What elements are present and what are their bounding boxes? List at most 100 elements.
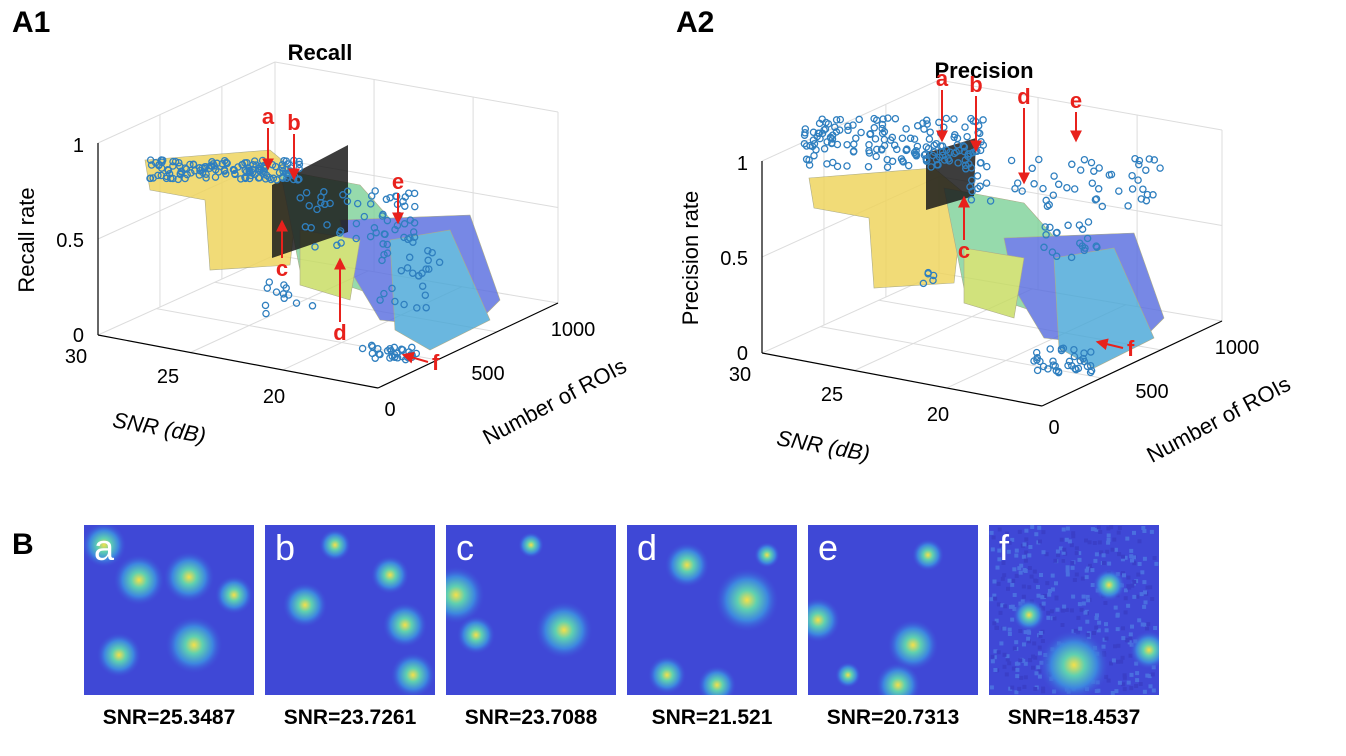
cell-blob bbox=[96, 632, 142, 678]
annotation-label: a bbox=[262, 104, 275, 129]
noise-pixel bbox=[993, 596, 998, 601]
data-point bbox=[968, 187, 976, 196]
data-point bbox=[1063, 183, 1071, 192]
data-point bbox=[307, 224, 315, 232]
noise-pixel bbox=[1145, 585, 1150, 590]
data-point bbox=[880, 128, 889, 136]
noise-pixel bbox=[1086, 598, 1091, 603]
data-point bbox=[246, 168, 254, 177]
noise-pixel bbox=[1113, 644, 1117, 649]
noise-pixel bbox=[994, 618, 999, 623]
noise-pixel bbox=[1092, 541, 1097, 545]
noise-pixel bbox=[1046, 610, 1051, 615]
noise-pixel bbox=[1136, 572, 1141, 577]
y-tick-label: 0 bbox=[384, 399, 395, 421]
x-axis-label: SNR (dB) bbox=[775, 425, 872, 466]
noise-pixel bbox=[1130, 583, 1135, 588]
x-axis-line bbox=[761, 352, 1043, 407]
example-a-image bbox=[84, 525, 254, 695]
noise-pixel bbox=[1138, 682, 1143, 686]
data-point bbox=[950, 149, 959, 158]
x-axis-label: SNR (dB) bbox=[111, 407, 208, 448]
data-point bbox=[831, 123, 839, 131]
noise-pixel bbox=[1135, 678, 1140, 683]
noise-pixel bbox=[1093, 558, 1098, 563]
data-point bbox=[1039, 362, 1048, 371]
noise-pixel bbox=[1097, 620, 1102, 625]
data-point bbox=[1131, 154, 1139, 163]
noise-pixel bbox=[1002, 573, 1007, 578]
data-point bbox=[403, 264, 412, 272]
data-point bbox=[1142, 166, 1150, 174]
noise-pixel bbox=[1074, 572, 1079, 577]
z-axis-label: Recall rate bbox=[14, 187, 39, 292]
noise-pixel bbox=[1095, 613, 1099, 618]
noise-pixel bbox=[1036, 665, 1041, 670]
noise-pixel bbox=[1092, 631, 1096, 635]
data-point bbox=[872, 116, 881, 124]
data-point bbox=[189, 160, 198, 169]
y-tick-label: 500 bbox=[471, 363, 504, 385]
data-point bbox=[250, 157, 259, 165]
noise-pixel bbox=[1116, 659, 1120, 664]
noise-pixel bbox=[1084, 575, 1089, 580]
data-point bbox=[418, 282, 427, 290]
noise-pixel bbox=[1010, 685, 1015, 690]
noise-pixel bbox=[1001, 545, 1006, 550]
noise-pixel bbox=[1047, 592, 1052, 597]
noise-pixel bbox=[1123, 596, 1128, 601]
noise-pixel bbox=[1032, 569, 1037, 574]
data-point bbox=[961, 156, 970, 164]
data-point bbox=[888, 133, 897, 142]
data-point bbox=[368, 343, 377, 351]
data-point bbox=[871, 135, 880, 143]
noise-pixel bbox=[1028, 658, 1033, 663]
data-point bbox=[360, 212, 369, 221]
noise-pixel bbox=[1061, 527, 1066, 532]
z-tick-label: 0 bbox=[737, 343, 748, 365]
data-point bbox=[912, 147, 920, 155]
data-point bbox=[1135, 160, 1143, 169]
noise-pixel bbox=[1052, 616, 1057, 621]
data-point bbox=[262, 309, 270, 318]
noise-pixel bbox=[990, 547, 995, 552]
noise-pixel bbox=[1038, 634, 1043, 639]
noise-pixel bbox=[1090, 568, 1095, 573]
data-point bbox=[164, 166, 172, 174]
cell-blob bbox=[1038, 629, 1110, 695]
data-point bbox=[383, 216, 392, 225]
noise-pixel bbox=[1060, 623, 1065, 627]
noise-pixel bbox=[1017, 686, 1022, 691]
data-point bbox=[843, 140, 851, 149]
data-point bbox=[321, 200, 329, 209]
data-point bbox=[391, 225, 399, 234]
data-point bbox=[1094, 185, 1103, 193]
noise-pixel bbox=[1096, 628, 1101, 633]
data-point bbox=[405, 253, 414, 262]
noise-pixel bbox=[1132, 594, 1137, 599]
noise-pixel bbox=[1126, 680, 1131, 685]
data-point bbox=[836, 115, 845, 124]
example-e: e bbox=[808, 525, 978, 695]
data-point bbox=[187, 169, 195, 177]
data-point bbox=[368, 349, 377, 358]
noise-pixel bbox=[1127, 585, 1132, 590]
noise-pixel bbox=[1064, 607, 1069, 612]
data-point bbox=[968, 176, 976, 185]
data-point bbox=[428, 248, 436, 257]
cell-blob bbox=[370, 555, 410, 595]
data-point bbox=[1067, 253, 1076, 262]
noise-pixel bbox=[1054, 596, 1059, 601]
noise-pixel bbox=[1022, 542, 1027, 547]
scatter-points bbox=[800, 114, 1164, 377]
data-point bbox=[844, 126, 852, 135]
data-point bbox=[1046, 223, 1054, 232]
data-point bbox=[960, 143, 969, 151]
noise-pixel bbox=[1045, 581, 1050, 586]
noise-pixel bbox=[1113, 547, 1118, 552]
snr-label-f: SNR=18.4537 bbox=[1007, 706, 1141, 729]
noise-pixel bbox=[1127, 640, 1132, 645]
noise-pixel bbox=[1121, 626, 1125, 631]
data-point bbox=[229, 165, 238, 174]
noise-pixel bbox=[1044, 552, 1049, 557]
